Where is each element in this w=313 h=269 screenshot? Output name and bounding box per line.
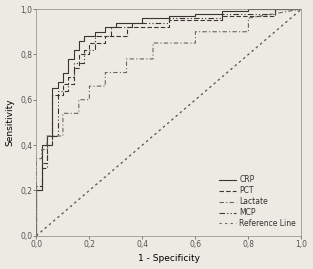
X-axis label: 1 - Specificity: 1 - Specificity [138,254,200,263]
Y-axis label: Sensitivity: Sensitivity [6,98,15,146]
Legend: CRP, PCT, Lactate, MCP, Reference Line: CRP, PCT, Lactate, MCP, Reference Line [218,174,298,230]
